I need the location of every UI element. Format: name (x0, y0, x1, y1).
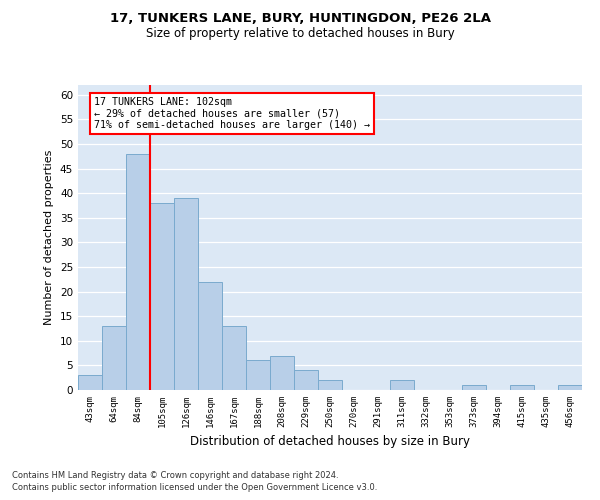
Bar (270, 356, 294, 390)
Bar (246, 360, 270, 390)
Text: 17 TUNKERS LANE: 102sqm
← 29% of detached houses are smaller (57)
71% of semi-de: 17 TUNKERS LANE: 102sqm ← 29% of detache… (94, 98, 370, 130)
Y-axis label: Number of detached properties: Number of detached properties (44, 150, 55, 325)
Bar (558, 385, 582, 390)
Text: Size of property relative to detached houses in Bury: Size of property relative to detached ho… (146, 28, 454, 40)
X-axis label: Distribution of detached houses by size in Bury: Distribution of detached houses by size … (190, 436, 470, 448)
Text: Contains HM Land Registry data © Crown copyright and database right 2024.: Contains HM Land Registry data © Crown c… (12, 470, 338, 480)
Bar (294, 370, 318, 390)
Bar (510, 385, 534, 390)
Bar (102, 326, 126, 390)
Bar (78, 375, 102, 390)
Bar (198, 282, 222, 390)
Text: Contains public sector information licensed under the Open Government Licence v3: Contains public sector information licen… (12, 483, 377, 492)
Bar (390, 380, 414, 390)
Bar (174, 198, 198, 390)
Bar (462, 385, 486, 390)
Bar (126, 154, 150, 390)
Bar (318, 380, 342, 390)
Bar (222, 326, 246, 390)
Bar (150, 203, 174, 390)
Text: 17, TUNKERS LANE, BURY, HUNTINGDON, PE26 2LA: 17, TUNKERS LANE, BURY, HUNTINGDON, PE26… (110, 12, 491, 26)
